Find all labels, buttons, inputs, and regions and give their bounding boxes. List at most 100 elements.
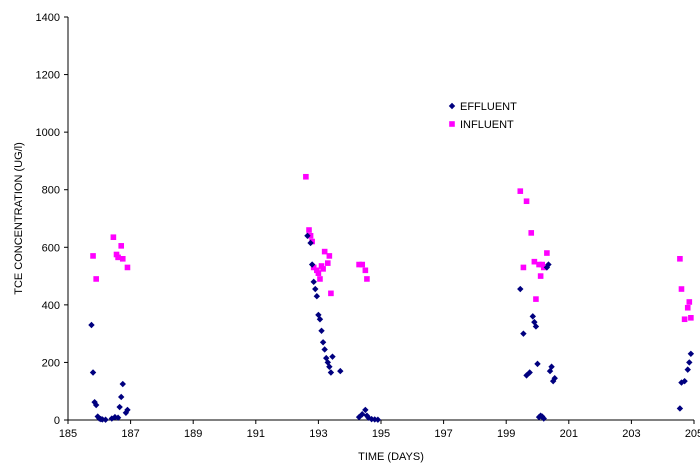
- y-tick-label: 1000: [36, 127, 60, 139]
- y-tick-label: 600: [42, 242, 60, 254]
- x-tick-label: 193: [309, 428, 327, 440]
- point-effluent: [678, 379, 685, 386]
- point-influent: [537, 273, 544, 279]
- point-influent: [531, 258, 538, 265]
- point-influent: [684, 304, 691, 311]
- point-influent: [113, 251, 120, 258]
- point-effluent: [540, 415, 547, 422]
- point-effluent: [118, 393, 125, 401]
- point-influent: [678, 286, 685, 292]
- point-influent: [362, 267, 369, 274]
- x-tick-label: 191: [247, 428, 265, 440]
- point-influent: [115, 254, 121, 261]
- point-effluent: [676, 405, 684, 412]
- point-influent: [310, 264, 317, 271]
- point-influent: [533, 296, 539, 302]
- point-effluent: [307, 239, 314, 247]
- legend-item-effluent: EFFLUENT: [448, 101, 517, 113]
- x-tick-label: 199: [497, 428, 515, 440]
- point-effluent: [551, 375, 558, 382]
- point-influent: [681, 316, 688, 323]
- point-influent: [517, 188, 524, 194]
- point-effluent: [89, 369, 97, 376]
- point-influent: [677, 256, 683, 262]
- point-influent: [93, 276, 99, 282]
- axes: [67, 17, 694, 421]
- x-tick-label: 205: [685, 428, 700, 440]
- point-influent: [688, 315, 694, 321]
- point-effluent: [523, 372, 530, 379]
- point-influent: [528, 230, 535, 236]
- point-effluent: [327, 369, 335, 376]
- point-effluent: [308, 261, 316, 268]
- point-effluent: [684, 366, 691, 373]
- x-axis-title: TIME (DAYS): [358, 451, 424, 463]
- point-effluent: [321, 346, 328, 353]
- point-effluent: [687, 350, 695, 357]
- point-influent: [315, 270, 322, 276]
- point-effluent: [111, 413, 119, 421]
- point-influent: [359, 261, 366, 268]
- x-axis-ticks: 185 187 189 191 193 195 197 199 201 203 205: [59, 420, 700, 440]
- point-effluent: [319, 339, 327, 346]
- point-influent: [320, 266, 326, 272]
- point-effluent: [359, 411, 366, 418]
- legend: EFFLUENT INFLUENT: [448, 101, 517, 131]
- point-effluent: [114, 414, 122, 421]
- point-effluent: [532, 323, 540, 330]
- point-effluent: [686, 359, 693, 366]
- point-effluent: [88, 321, 95, 329]
- point-effluent: [526, 369, 533, 376]
- point-influent: [324, 260, 331, 266]
- point-influent: [119, 256, 126, 262]
- point-influent: [686, 299, 693, 305]
- point-effluent: [538, 413, 546, 420]
- y-tick-label: 800: [42, 185, 60, 197]
- point-influent: [539, 261, 545, 268]
- point-influent: [318, 263, 325, 269]
- point-effluent: [326, 363, 333, 370]
- point-influent: [124, 264, 131, 271]
- point-effluent: [681, 377, 688, 385]
- data-points: [88, 173, 695, 423]
- point-effluent: [548, 363, 555, 370]
- point-effluent: [529, 313, 537, 320]
- y-tick-label: 400: [42, 300, 60, 312]
- point-effluent: [316, 316, 324, 323]
- point-influent: [317, 276, 323, 282]
- point-influent: [364, 276, 370, 282]
- y-tick-label: 1400: [36, 12, 60, 24]
- point-effluent: [517, 285, 524, 293]
- point-effluent: [545, 261, 552, 268]
- point-effluent: [337, 367, 344, 375]
- point-effluent: [318, 327, 325, 334]
- y-axis-ticks: 0 200 400 600 800 1000 1200 1400: [36, 12, 68, 427]
- point-influent: [536, 261, 542, 268]
- point-influent: [326, 253, 333, 259]
- point-effluent: [102, 416, 109, 423]
- point-influent: [303, 173, 309, 180]
- point-influent: [90, 253, 96, 259]
- x-tick-label: 185: [59, 428, 77, 440]
- point-effluent: [92, 401, 100, 409]
- y-tick-label: 1200: [36, 70, 60, 82]
- point-influent: [356, 261, 362, 268]
- point-effluent: [119, 380, 126, 388]
- y-tick-label: 0: [54, 415, 60, 427]
- legend-marker-influent: [449, 121, 455, 127]
- point-influent: [306, 227, 312, 233]
- point-influent: [314, 267, 320, 274]
- legend-marker-effluent: [448, 102, 456, 110]
- point-effluent: [520, 330, 527, 337]
- y-axis-title: TCE CONCENTRATION (UG/l): [13, 142, 25, 295]
- x-tick-label: 187: [121, 428, 139, 440]
- point-effluent: [116, 403, 123, 411]
- legend-label-influent: INFLUENT: [460, 119, 514, 131]
- point-influent: [110, 234, 117, 241]
- legend-item-influent: INFLUENT: [449, 119, 514, 131]
- legend-label-effluent: EFFLUENT: [460, 101, 517, 113]
- point-influent: [321, 248, 328, 255]
- point-effluent: [312, 285, 319, 293]
- point-influent: [523, 198, 530, 205]
